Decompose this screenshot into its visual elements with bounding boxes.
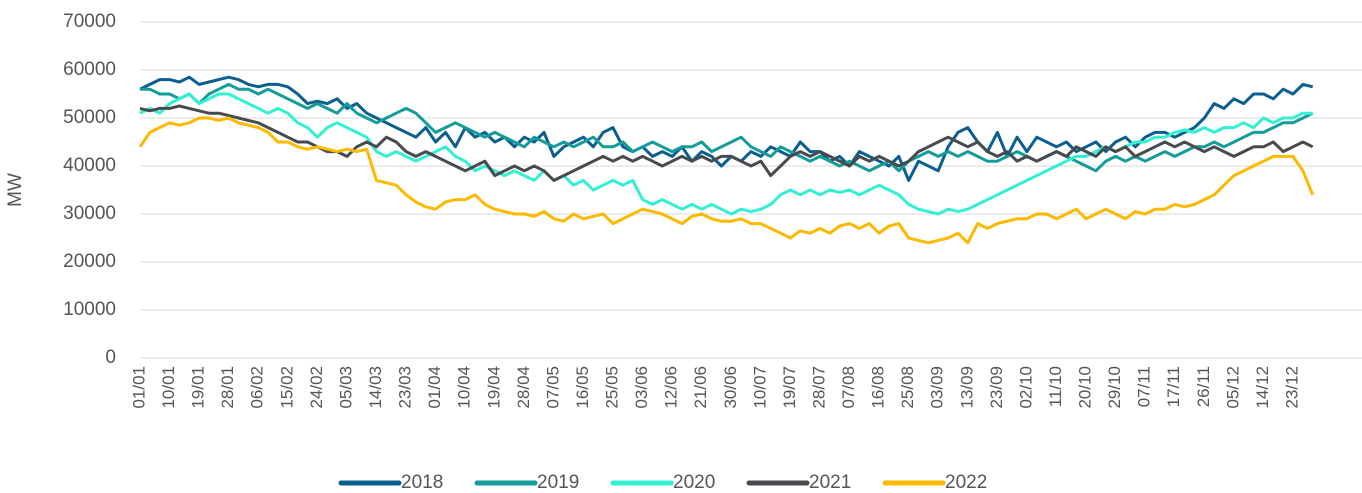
x-tick-label: 07/11 xyxy=(1135,366,1154,407)
y-tick-label: 10000 xyxy=(63,299,116,320)
x-tick-label: 03/06 xyxy=(632,366,651,409)
x-tick-label: 06/02 xyxy=(248,366,267,409)
x-tick-label: 17/11 xyxy=(1164,366,1183,407)
x-tick-label: 12/06 xyxy=(662,366,681,409)
y-tick-label: 30000 xyxy=(63,203,116,224)
x-tick-label: 16/05 xyxy=(573,366,592,409)
legend-label: 2021 xyxy=(809,472,851,493)
x-tick-label: 23/09 xyxy=(987,366,1006,409)
x-tick-label: 24/02 xyxy=(307,366,326,409)
x-tick-label: 07/08 xyxy=(839,366,858,409)
y-tick-label: 20000 xyxy=(63,251,116,272)
x-tick-label: 16/08 xyxy=(869,366,888,409)
x-tick-label: 19/07 xyxy=(780,366,799,409)
x-tick-label: 21/06 xyxy=(691,366,710,409)
x-tick-label: 19/04 xyxy=(484,366,503,409)
x-tick-label: 19/01 xyxy=(189,366,208,409)
y-tick-label: 50000 xyxy=(63,107,116,128)
x-tick-label: 15/02 xyxy=(277,366,296,409)
series-line xyxy=(138,116,1315,245)
legend-label: 2018 xyxy=(401,472,443,493)
series-line xyxy=(139,92,1313,216)
x-tick-label: 14/12 xyxy=(1253,366,1272,409)
x-tick-label: 03/09 xyxy=(928,366,947,409)
y-tick-label: 0 xyxy=(105,347,116,368)
x-tick-label: 28/01 xyxy=(218,366,237,409)
y-tick-label: 70000 xyxy=(63,11,116,32)
x-tick-label: 10/04 xyxy=(455,366,474,409)
x-tick-label: 14/03 xyxy=(366,366,385,409)
series-line xyxy=(140,82,1314,173)
x-tick-label: 23/03 xyxy=(396,366,415,409)
y-tick-label: 60000 xyxy=(63,59,116,80)
x-tick-label: 01/01 xyxy=(129,366,148,409)
y-tick-label: 40000 xyxy=(63,155,116,176)
x-tick-label: 26/11 xyxy=(1194,366,1213,407)
x-tick-label: 10/07 xyxy=(750,366,769,409)
x-tick-label: 02/10 xyxy=(1016,366,1035,409)
x-tick-label: 28/07 xyxy=(809,366,828,409)
x-tick-label: 25/05 xyxy=(603,366,622,409)
legend-label: 2019 xyxy=(537,472,579,493)
x-tick-label: 23/12 xyxy=(1283,366,1302,409)
x-tick-label: 05/03 xyxy=(336,366,355,409)
x-tick-label: 20/10 xyxy=(1076,366,1095,409)
x-tick-label: 10/01 xyxy=(159,366,178,409)
y-axis-label: MW xyxy=(5,173,26,207)
legend-label: 2020 xyxy=(673,472,715,493)
x-tick-label: 29/10 xyxy=(1105,366,1124,409)
x-tick-label: 07/05 xyxy=(543,366,562,409)
x-tick-label: 25/08 xyxy=(898,366,917,409)
x-tick-label: 11/10 xyxy=(1046,366,1065,407)
x-tick-label: 30/06 xyxy=(721,366,740,409)
x-tick-label: 13/09 xyxy=(957,366,976,409)
x-tick-label: 28/04 xyxy=(514,366,533,409)
x-tick-label: 05/12 xyxy=(1223,366,1242,409)
series-line xyxy=(139,75,1314,182)
x-tick-label: 01/04 xyxy=(425,366,444,409)
legend-label: 2022 xyxy=(945,472,987,493)
